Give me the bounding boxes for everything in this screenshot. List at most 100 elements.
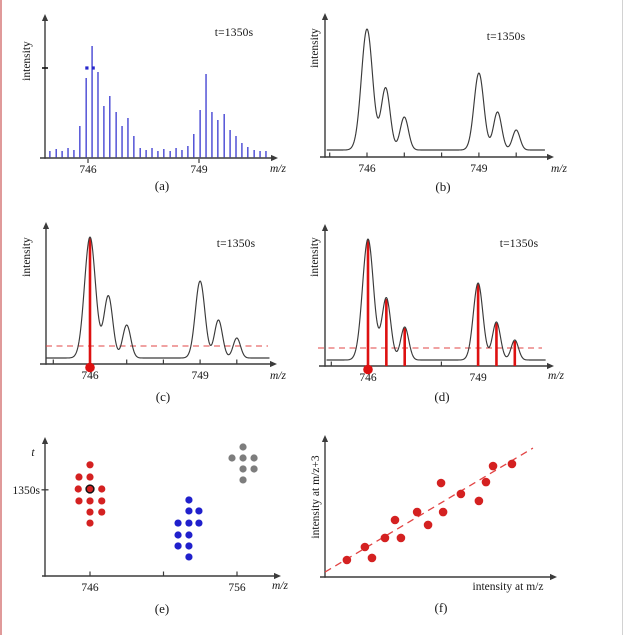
y-axis-arrow xyxy=(41,14,49,21)
dot-cluster-756.4-gray xyxy=(239,443,247,451)
dot-cluster-746-red xyxy=(86,473,94,481)
dot-cluster-752.7-blue xyxy=(174,531,182,539)
x-tick-label: 749 xyxy=(191,370,209,382)
panel-b-xlabel: m/z xyxy=(551,163,568,175)
stick-marker-square xyxy=(85,66,89,70)
correlation-dot xyxy=(380,533,390,543)
panel-b-profile-spectrum: 746 749 intensity m/z t=1350s (b) xyxy=(309,13,568,194)
y-axis-arrow xyxy=(41,437,49,444)
x-tick-label: 749 xyxy=(469,372,487,384)
panel-a-xlabel: m/z xyxy=(270,163,287,175)
y-axis-arrow xyxy=(321,13,329,20)
dot-cluster-756.4-gray xyxy=(250,465,258,473)
correlation-dot xyxy=(390,515,400,525)
correlation-dot xyxy=(360,542,370,552)
x-tick-label: 756 xyxy=(228,582,246,594)
x-tick-label: 746 xyxy=(79,164,97,176)
correlation-dot xyxy=(438,507,448,517)
panel-d-profile-all-peaks: 746 749 intensity m/z t=1350s (d) xyxy=(309,224,565,404)
dot-cluster-756.4-gray xyxy=(228,454,236,462)
seed-mz-dot xyxy=(363,364,373,375)
correlation-dot xyxy=(481,477,491,487)
seed-mz-dot xyxy=(85,362,95,373)
panel-d-xlabel: m/z xyxy=(548,370,565,382)
dot-cluster-752.7-blue xyxy=(174,519,182,527)
correlation-dot xyxy=(396,533,406,543)
panel-f-caption: (f) xyxy=(435,600,448,615)
dot-cluster-756.4-gray xyxy=(250,454,258,462)
highlighted-seed-dot xyxy=(85,484,95,494)
dot-cluster-752.7-blue xyxy=(185,542,193,550)
dot-cluster-752.7-blue xyxy=(195,519,203,527)
panel-d-ylabel: intensity xyxy=(309,237,321,277)
dot-cluster-756.4-gray xyxy=(239,476,247,484)
correlation-dot xyxy=(474,496,484,506)
stick-marker-square xyxy=(91,66,95,70)
panel-e-plot-area: 746 756 xyxy=(41,437,281,594)
panel-b-plot-area: 746 749 xyxy=(320,13,554,175)
correlation-dot xyxy=(436,478,446,488)
dot-cluster-752.7-blue xyxy=(185,519,193,527)
x-axis-arrow xyxy=(270,360,277,368)
dot-cluster-752.7-blue xyxy=(195,507,203,515)
panel-a-time-annotation: t=1350s xyxy=(215,27,254,39)
dot-cluster-752.7-blue xyxy=(185,531,193,539)
panel-c-time-annotation: t=1350s xyxy=(217,238,256,250)
x-axis-arrow xyxy=(274,572,281,580)
panel-f-ylabel: intensity at m/z+3 xyxy=(310,455,322,538)
dot-cluster-746-red xyxy=(98,497,106,505)
y-axis-arrow xyxy=(42,222,50,229)
dot-cluster-746-red xyxy=(86,508,94,516)
dot-cluster-746-red xyxy=(86,497,94,505)
profile-curve xyxy=(326,238,546,361)
dot-cluster-746-red xyxy=(74,485,82,493)
panel-f-plot-area xyxy=(320,435,557,581)
dot-cluster-756.4-gray xyxy=(239,454,247,462)
dot-cluster-746-red xyxy=(75,473,83,481)
panel-e-ylabel: t xyxy=(31,447,35,459)
panel-f-isotope-correlation-scatter: intensity at m/z+3 intensity at m/z (f) xyxy=(310,435,557,615)
panel-a-stick-spectrum: 746 749 intensity m/z t=1350s (a) xyxy=(21,14,287,193)
correlation-dot xyxy=(507,459,517,469)
panel-c-caption: (c) xyxy=(156,389,170,404)
profile-curve xyxy=(45,236,270,359)
panel-f-xlabel: intensity at m/z xyxy=(473,581,544,593)
dot-cluster-746-red xyxy=(86,461,94,469)
panel-a-ylabel: intensity xyxy=(21,41,33,81)
panel-a-caption: (a) xyxy=(155,178,169,193)
panel-e-caption: (e) xyxy=(155,601,169,616)
x-axis-arrow xyxy=(271,154,278,162)
panel-d-time-annotation: t=1350s xyxy=(500,238,539,250)
profile-curve xyxy=(326,28,545,151)
page-edge-left xyxy=(0,0,2,635)
panel-b-caption: (b) xyxy=(435,179,450,194)
panel-c-plot-area: 746 749 xyxy=(40,222,277,382)
y-axis-arrow xyxy=(321,435,329,442)
trend-line xyxy=(324,447,534,573)
x-tick-label: 746 xyxy=(359,372,377,384)
panel-e-ytick-label: 1350s xyxy=(13,485,41,497)
correlation-dot xyxy=(456,489,466,499)
panel-b-time-annotation: t=1350s xyxy=(487,31,526,43)
panel-c-profile-seed-peak: 746 749 intensity m/z t=1350s (c) xyxy=(21,222,287,404)
x-axis-arrow xyxy=(547,153,554,161)
x-tick-label: 749 xyxy=(190,164,208,176)
x-tick-label: 746 xyxy=(81,582,99,594)
dot-cluster-746-red xyxy=(98,508,106,516)
panel-d-caption: (d) xyxy=(434,389,449,404)
y-axis-arrow xyxy=(321,224,329,231)
dot-cluster-746-red xyxy=(86,519,94,527)
x-tick-label: 749 xyxy=(470,163,488,175)
dot-cluster-756.4-gray xyxy=(239,465,247,473)
x-axis-arrow xyxy=(550,573,557,581)
panel-d-plot-area: 746 749 xyxy=(318,224,554,384)
panel-c-xlabel: m/z xyxy=(270,370,287,382)
dot-cluster-752.7-blue xyxy=(185,507,193,515)
correlation-dot xyxy=(342,555,352,565)
x-tick-label: 746 xyxy=(358,163,376,175)
dot-cluster-752.7-blue xyxy=(185,496,193,504)
panel-b-ylabel: intensity xyxy=(309,28,321,68)
correlation-dot xyxy=(367,553,377,563)
dot-cluster-746-red xyxy=(98,485,106,493)
